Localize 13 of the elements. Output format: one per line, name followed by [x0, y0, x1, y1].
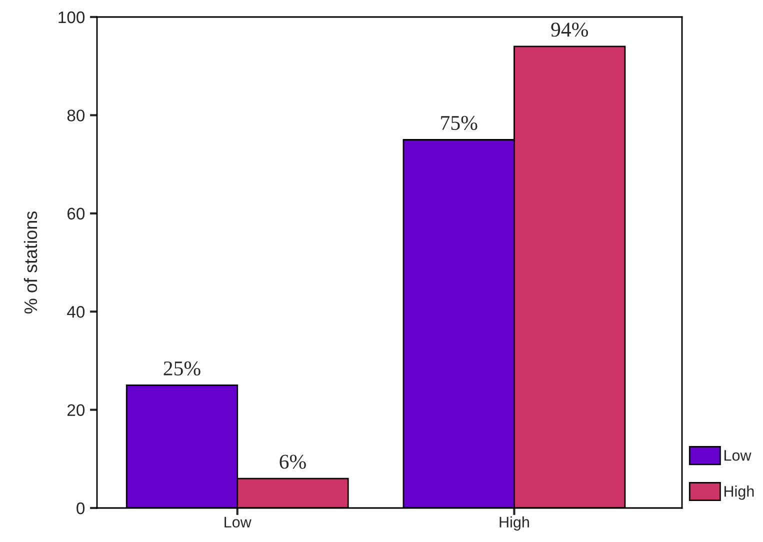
data-label: 25%	[164, 361, 200, 376]
y-axis-title: % of stations	[24, 211, 38, 314]
data-label: 94%	[551, 22, 588, 37]
legend-label: Low	[724, 450, 752, 461]
legend-label: High	[724, 486, 754, 500]
y-tick-label: 60	[68, 208, 85, 220]
data-label: 75%	[441, 116, 478, 130]
y-tick-label: 20	[67, 404, 85, 416]
y-tick-label: 80	[67, 110, 85, 122]
y-tick-label: 40	[67, 306, 85, 318]
y-tick-label: 0	[76, 502, 85, 514]
data-label: 6%	[280, 454, 306, 469]
y-tick-label: 100	[58, 11, 85, 24]
